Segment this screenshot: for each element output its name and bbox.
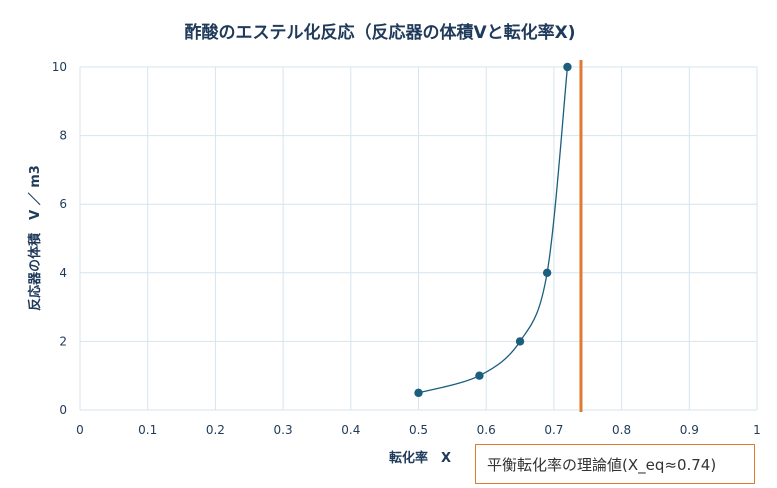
x-tick-label: 1 [753,423,761,437]
data-point [563,62,572,72]
data-point [414,388,423,398]
x-tick-label: 0.7 [544,423,563,437]
y-tick-label: 6 [59,197,67,211]
y-tick-label: 0 [59,403,67,417]
annotation-text: 平衡転化率の理論値(X_eq≈0.74) [487,455,717,474]
series-line [418,66,569,394]
x-tick-label: 0.9 [680,423,699,437]
x-tick-label: 0.2 [206,423,225,437]
x-tick-label: 0.1 [138,423,157,437]
grid [79,66,758,411]
x-tick-label: 0.4 [341,423,360,437]
annotation-box: 平衡転化率の理論値(X_eq≈0.74) [475,444,755,484]
x-tick-label: 0 [76,423,84,437]
plot-area [414,60,583,412]
x-tick-label: 0.6 [477,423,496,437]
y-tick-label: 8 [59,129,67,143]
y-axis-title: 反応器の体積 V ／ m3 [27,165,43,311]
y-tick-label: 4 [59,266,67,280]
data-point [475,371,484,380]
chart-title: 酢酸のエステル化反応（反応器の体積Vと転化率X) [184,22,575,43]
x-tick-label: 0.3 [274,423,293,437]
x-tick-label: 0.8 [612,423,631,437]
x-axis-title: 転化率 X [389,450,451,466]
y-tick-label: 2 [59,334,67,348]
data-point [542,268,552,277]
data-point [515,337,525,346]
y-tick-label: 10 [52,60,67,74]
x-tick-label: 0.5 [409,423,428,437]
